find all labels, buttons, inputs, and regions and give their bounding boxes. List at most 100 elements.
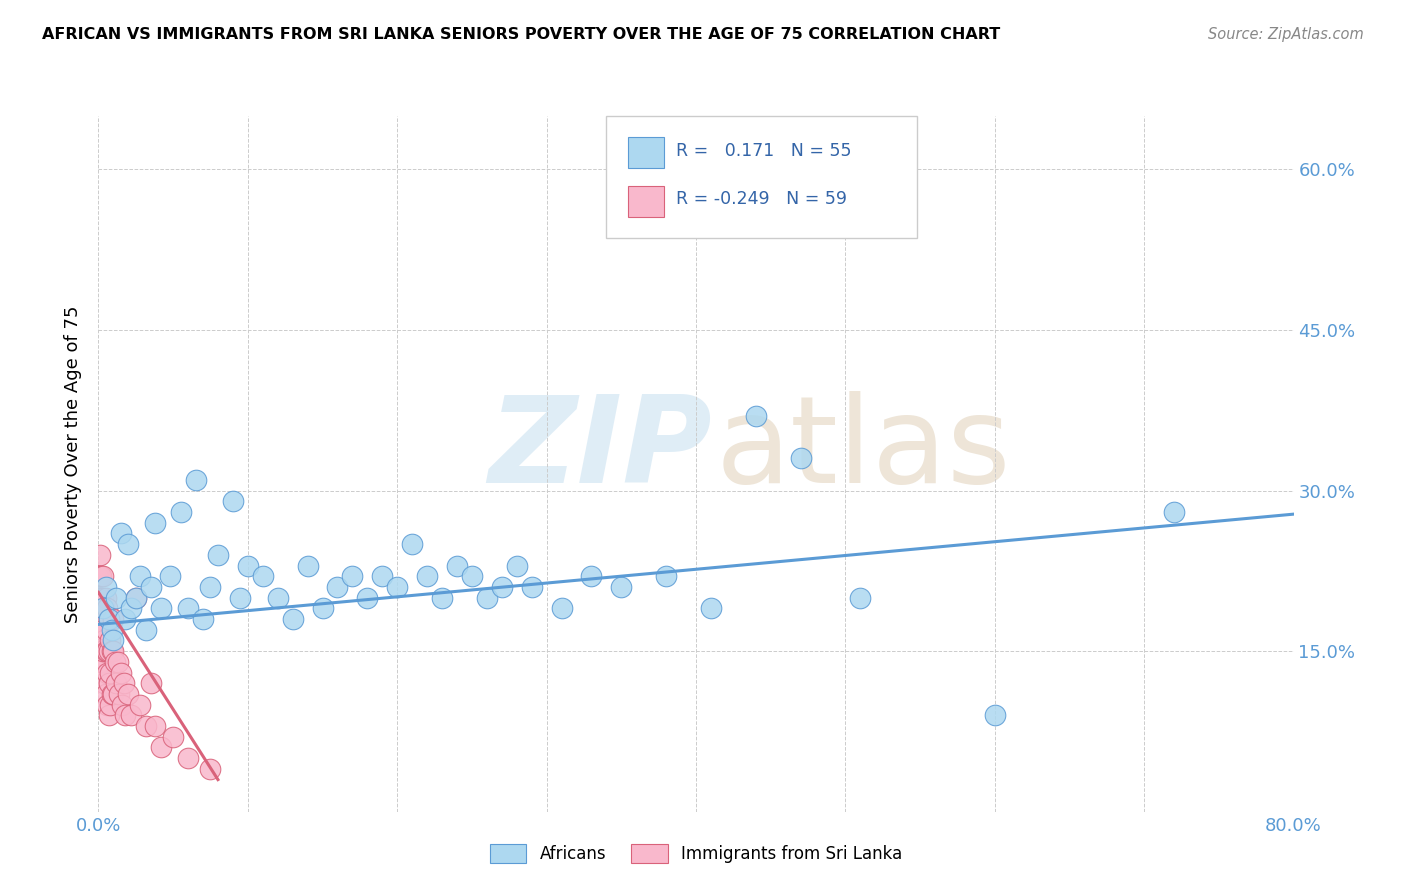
- Point: [356, 591, 378, 605]
- Point: [135, 719, 157, 733]
- Point: [110, 526, 132, 541]
- Point: [89, 569, 111, 583]
- Point: [550, 601, 572, 615]
- Bar: [628, 136, 664, 169]
- Point: [104, 655, 127, 669]
- Point: [87, 569, 110, 583]
- Point: [91, 601, 114, 615]
- Point: [91, 601, 114, 615]
- Point: [984, 708, 1007, 723]
- Point: [150, 601, 173, 615]
- Point: [91, 623, 114, 637]
- Point: [129, 569, 152, 583]
- Point: [297, 558, 319, 573]
- Point: [93, 676, 115, 690]
- Point: [96, 644, 118, 658]
- Point: [520, 580, 543, 594]
- Legend: Africans, Immigrants from Sri Lanka: Africans, Immigrants from Sri Lanka: [482, 837, 910, 870]
- Point: [90, 591, 112, 605]
- Text: AFRICAN VS IMMIGRANTS FROM SRI LANKA SENIORS POVERTY OVER THE AGE OF 75 CORRELAT: AFRICAN VS IMMIGRANTS FROM SRI LANKA SEN…: [42, 27, 1001, 42]
- Text: R = -0.249   N = 59: R = -0.249 N = 59: [676, 191, 846, 209]
- Point: [461, 569, 484, 583]
- Point: [97, 612, 120, 626]
- Point: [91, 569, 114, 583]
- Point: [96, 665, 118, 680]
- Point: [94, 591, 117, 605]
- Point: [117, 687, 139, 701]
- Point: [100, 633, 122, 648]
- Point: [103, 633, 125, 648]
- Point: [655, 569, 678, 583]
- Text: atlas: atlas: [716, 392, 1011, 508]
- Point: [252, 569, 274, 583]
- Point: [506, 558, 529, 573]
- Point: [89, 548, 111, 562]
- Point: [326, 580, 349, 594]
- Point: [200, 580, 222, 594]
- Point: [100, 665, 122, 680]
- Point: [207, 548, 229, 562]
- Point: [177, 751, 200, 765]
- Point: [125, 591, 148, 605]
- Point: [385, 580, 409, 594]
- Point: [101, 687, 124, 701]
- Point: [90, 612, 112, 626]
- Bar: [628, 186, 664, 217]
- Point: [96, 601, 118, 615]
- Point: [111, 698, 134, 712]
- Point: [114, 708, 136, 723]
- Point: [96, 698, 118, 712]
- Point: [267, 591, 290, 605]
- Point: [101, 644, 124, 658]
- Point: [371, 569, 394, 583]
- Point: [177, 601, 200, 615]
- Point: [114, 612, 136, 626]
- Point: [94, 687, 117, 701]
- Point: [105, 591, 128, 605]
- Point: [159, 569, 181, 583]
- Point: [229, 591, 252, 605]
- Point: [745, 409, 768, 423]
- Point: [222, 494, 245, 508]
- Point: [103, 687, 125, 701]
- Point: [97, 612, 120, 626]
- Point: [107, 655, 129, 669]
- Point: [475, 591, 498, 605]
- Text: ZIP: ZIP: [488, 392, 713, 508]
- Point: [150, 740, 173, 755]
- FancyBboxPatch shape: [606, 116, 917, 238]
- Point: [91, 591, 114, 605]
- Point: [236, 558, 259, 573]
- Point: [90, 655, 112, 669]
- Point: [97, 644, 120, 658]
- Point: [93, 601, 115, 615]
- Point: [184, 473, 207, 487]
- Point: [103, 644, 125, 658]
- Point: [108, 687, 131, 701]
- Point: [281, 612, 304, 626]
- Point: [125, 591, 148, 605]
- Point: [100, 698, 122, 712]
- Point: [103, 612, 125, 626]
- Point: [110, 665, 132, 680]
- Y-axis label: Seniors Poverty Over the Age of 75: Seniors Poverty Over the Age of 75: [65, 305, 83, 623]
- Point: [143, 719, 166, 733]
- Point: [90, 644, 112, 658]
- Point: [105, 676, 128, 690]
- Point: [789, 451, 811, 466]
- Point: [120, 601, 142, 615]
- Point: [342, 569, 364, 583]
- Point: [139, 580, 162, 594]
- Point: [416, 569, 439, 583]
- Point: [610, 580, 633, 594]
- Point: [94, 623, 117, 637]
- Point: [143, 516, 166, 530]
- Point: [491, 580, 513, 594]
- Point: [101, 623, 124, 637]
- Point: [849, 591, 872, 605]
- Point: [89, 612, 111, 626]
- Point: [91, 655, 114, 669]
- Text: Source: ZipAtlas.com: Source: ZipAtlas.com: [1208, 27, 1364, 42]
- Text: R =   0.171   N = 55: R = 0.171 N = 55: [676, 142, 851, 160]
- Point: [94, 580, 117, 594]
